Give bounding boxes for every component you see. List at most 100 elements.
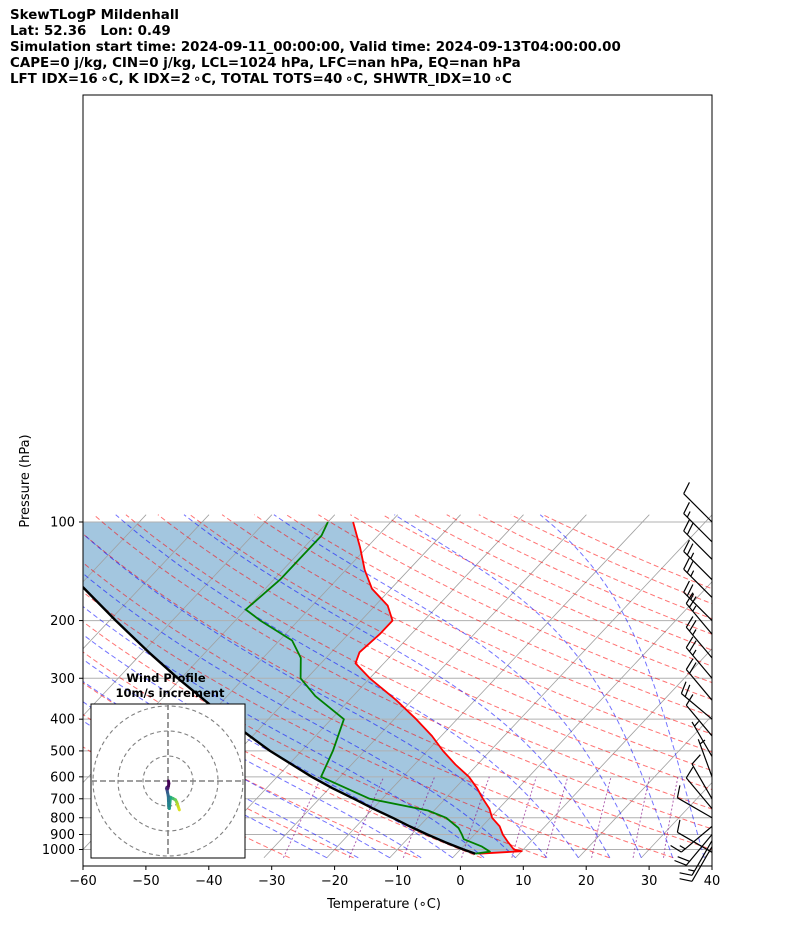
cape-cin-fill — [83, 522, 521, 854]
wind-barb-staff — [685, 603, 713, 635]
y-tick-label: 900 — [50, 828, 75, 843]
temperature-line — [352, 521, 523, 855]
x-tick-label: 30 — [641, 874, 658, 889]
wind-barb-half-flag — [692, 629, 697, 636]
isotherm — [83, 514, 210, 650]
wind-barb-flag — [686, 561, 694, 573]
x-tick-label: 10 — [515, 874, 532, 889]
indices-line-2: LFT IDX=16 ∘C, K IDX=2 ∘C, TOTAL TOTS=40… — [10, 72, 512, 87]
wind-barb — [685, 616, 713, 659]
x-tick-label: −10 — [384, 874, 411, 889]
wind-barb-flag — [688, 619, 697, 632]
wind-barb-half-flag — [690, 570, 695, 577]
wind-barb-staff — [685, 777, 713, 809]
wind-barb — [697, 739, 713, 778]
wind-barb — [670, 825, 713, 853]
dry-adiabat — [253, 514, 712, 735]
wind-barb-flag — [676, 819, 681, 833]
y-tick-label: 700 — [50, 792, 75, 807]
dry-adiabat — [83, 682, 418, 859]
dry-adiabat — [318, 514, 712, 700]
moist-adiabat — [183, 514, 611, 859]
mixing-ratio-line — [402, 776, 436, 858]
wind-barb-staff — [691, 763, 713, 800]
mixing-ratio-line — [348, 776, 385, 858]
wind-barb — [683, 557, 713, 598]
wind-barb-staff — [685, 834, 713, 866]
parcel-line — [83, 585, 476, 855]
wind-barb-flag — [683, 502, 690, 514]
x-tick-label: 20 — [578, 874, 595, 889]
moist-adiabat — [394, 514, 674, 858]
wind-barb-flag — [680, 681, 687, 694]
isotherm — [83, 514, 273, 717]
wind-barb — [679, 846, 713, 882]
dry-adiabat — [510, 514, 712, 605]
wind-barb-flag — [688, 640, 697, 652]
moist-adiabat — [83, 658, 422, 859]
wind-barb-flag — [683, 580, 690, 593]
dry-adiabat — [93, 514, 712, 830]
wind-barb-flag — [677, 856, 690, 862]
moist-adiabat — [273, 514, 642, 858]
wind-barb-half-flag — [686, 511, 691, 518]
wind-barb — [680, 681, 713, 720]
wind-barb-staff — [683, 568, 713, 598]
wind-barb-half-flag — [692, 605, 697, 612]
location-line: Lat: 52.36 Lon: 0.49 — [10, 24, 171, 39]
dry-adiabat — [286, 514, 712, 718]
y-tick-label: 100 — [50, 516, 75, 531]
wind-barb-flag — [685, 766, 694, 779]
wind-barb-half-flag — [679, 845, 686, 850]
wind-barb-staff — [691, 846, 713, 882]
wind-barb-staff — [691, 721, 713, 757]
wind-barb-half-flag — [692, 649, 697, 656]
x-axis-label: Temperature (∘C) — [326, 897, 441, 912]
isotherm — [515, 648, 712, 859]
hodograph-inset: Wind Profile 10m/s increment — [90, 671, 246, 859]
wind-barb-staff — [683, 591, 713, 622]
dry-adiabat — [189, 514, 712, 772]
wind-barb-flag — [686, 543, 694, 556]
y-tick-label: 300 — [50, 672, 75, 687]
wind-barb — [676, 819, 713, 853]
x-tick-label: −50 — [132, 874, 159, 889]
isotherm — [0, 515, 20, 858]
wind-barb-flag — [676, 785, 681, 798]
wind-barb — [683, 519, 713, 560]
wind-barb — [685, 766, 713, 809]
wind-barb-half-flag — [690, 593, 695, 600]
x-tick-label: −30 — [258, 874, 285, 889]
wind-barb-staff — [683, 530, 713, 560]
profile-lines — [83, 521, 523, 855]
chart-header: SkewTLogP Mildenhall Lat: 52.36 Lon: 0.4… — [10, 8, 621, 88]
wind-barb-half-flag — [699, 739, 706, 745]
wind-barb-flag — [683, 557, 690, 570]
wind-barb-staff — [691, 840, 713, 876]
wind-barb-staff — [681, 693, 713, 720]
wind-barb — [683, 482, 713, 523]
wind-barb — [683, 580, 713, 622]
wind-barb-flag — [684, 684, 691, 697]
isotherm — [389, 514, 712, 859]
isotherm — [83, 514, 336, 784]
wind-barb-flag — [683, 482, 690, 494]
wind-barb — [685, 636, 713, 679]
wind-barb-flag — [683, 519, 690, 532]
dry-adiabat — [221, 514, 712, 753]
wind-barb-half-flag — [690, 552, 695, 559]
dry-adiabat — [83, 533, 712, 851]
dry-adiabat — [542, 514, 712, 590]
hodograph-title: Wind Profile — [126, 671, 206, 685]
wind-barb-staff — [685, 704, 713, 737]
moist-adiabat — [83, 572, 516, 859]
hodograph-subtitle: 10m/s increment — [116, 686, 225, 700]
wind-barb — [674, 834, 713, 866]
dry-adiabat — [478, 514, 712, 620]
wind-barb-staff — [697, 739, 713, 778]
isotherm — [452, 581, 712, 859]
time-line: Simulation start time: 2024-09-11_00:00:… — [10, 40, 621, 55]
wind-barb-staff — [681, 825, 713, 853]
